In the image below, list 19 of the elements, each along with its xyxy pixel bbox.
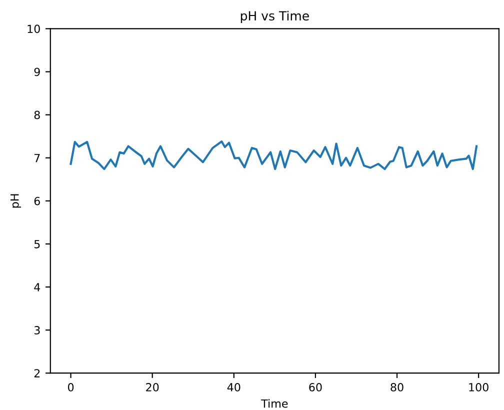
- y-tick-label: 3: [34, 326, 40, 334]
- y-tick-label: 8: [34, 110, 40, 120]
- chart-title: pH vs Time: [240, 10, 309, 23]
- x-tick-label: 40: [227, 383, 240, 392]
- x-tick-label: 100: [469, 383, 488, 392]
- y-tick-label: 10: [28, 24, 40, 34]
- x-tick-label: 80: [390, 383, 404, 392]
- y-tick-label: 2: [34, 369, 40, 378]
- x-tick-label: 60: [309, 383, 322, 392]
- y-tick-label: 4: [34, 283, 40, 292]
- line-series: [70, 140, 478, 170]
- x-tick-label: 20: [146, 383, 159, 392]
- y-tick-label: 6: [34, 196, 40, 206]
- y-axis-title: pH: [10, 194, 21, 208]
- y-tick-label: 9: [34, 68, 40, 76]
- y-tick-label: 5: [34, 240, 40, 248]
- x-tick-label: 0: [68, 383, 74, 392]
- x-axis-title: Time: [261, 399, 288, 408]
- y-tick-label: 7: [34, 154, 40, 162]
